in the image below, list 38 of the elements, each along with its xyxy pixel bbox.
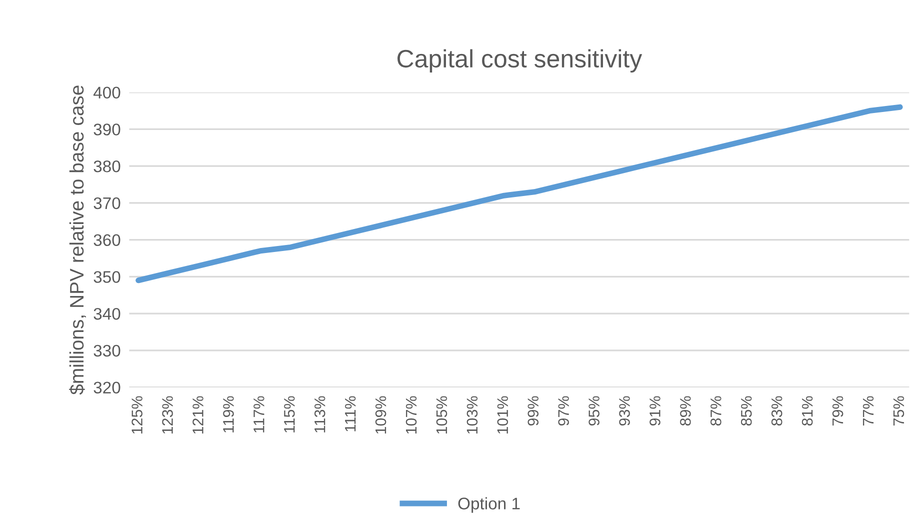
x-tick-label: 79%: [832, 396, 844, 426]
y-tick-label: 370: [94, 197, 120, 210]
y-tick-label: 350: [94, 271, 120, 283]
x-tick-label: 87%: [710, 396, 722, 426]
y-tick-label: 360: [94, 234, 120, 246]
x-tick-label: 119%: [223, 396, 234, 432]
chart-title: Capital cost sensitivity: [398, 49, 642, 73]
y-axis-title: $millions, NPV relative to base case: [69, 86, 86, 395]
x-tick-label: 101%: [497, 396, 508, 434]
x-tick-label: 85%: [740, 396, 752, 426]
x-tick-label: 75%: [893, 396, 904, 426]
x-tick-label: 99%: [528, 396, 539, 426]
y-tick-label: 320: [94, 382, 120, 394]
x-tick-label: 77%: [862, 396, 874, 426]
x-tick-label: 113%: [314, 396, 326, 432]
x-tick-label: 91%: [650, 396, 660, 426]
x-tick-label: 121%: [192, 396, 204, 434]
x-tick-label: 103%: [466, 396, 478, 434]
y-tick-label: 380: [94, 160, 120, 172]
legend-label: Option 1: [458, 497, 520, 513]
x-tick-label: 111%: [344, 396, 356, 432]
x-tick-label: 89%: [680, 396, 691, 426]
x-tick-label: 105%: [436, 396, 448, 434]
y-tick-label: 340: [94, 308, 120, 320]
x-tick-label: 81%: [802, 396, 813, 426]
x-tick-label: 107%: [406, 396, 417, 434]
x-tick-label: 109%: [375, 396, 386, 434]
x-tick-label: 117%: [254, 396, 264, 432]
x-tick-label: 115%: [284, 396, 295, 432]
y-tick-label: 330: [94, 344, 120, 357]
x-tick-label: 125%: [132, 396, 142, 434]
x-tick-label: 83%: [771, 396, 782, 426]
x-tick-label: 97%: [558, 396, 569, 426]
x-tick-label: 95%: [588, 396, 600, 426]
x-tick-label: 93%: [619, 396, 630, 426]
x-tick-label: 123%: [162, 396, 173, 434]
y-tick-label: 400: [93, 86, 120, 99]
y-tick-label: 390: [94, 124, 120, 136]
